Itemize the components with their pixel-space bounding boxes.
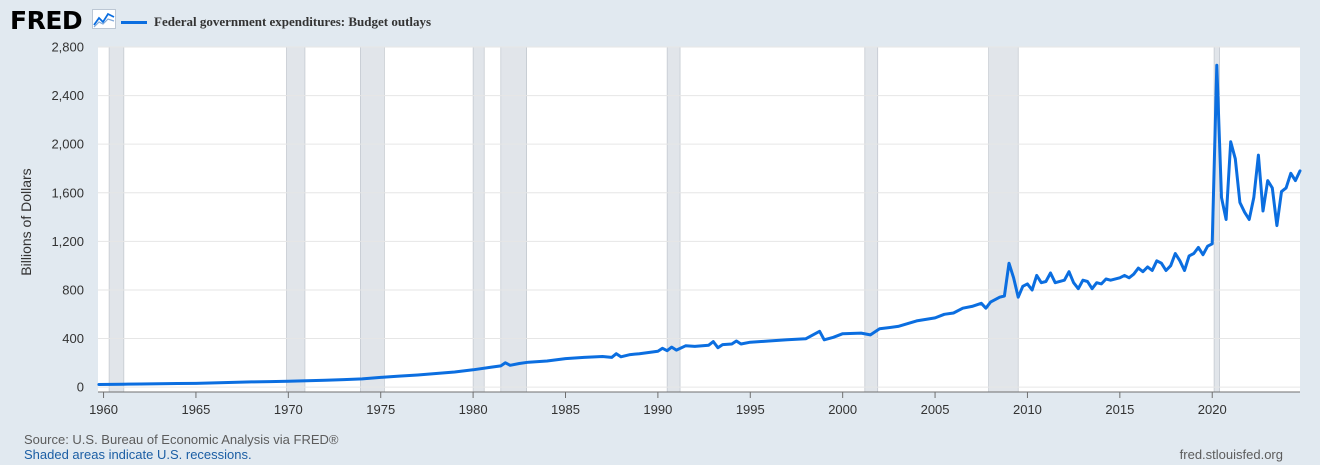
x-tick-label: 1960	[89, 402, 118, 417]
source-note: Source: U.S. Bureau of Economic Analysis…	[24, 432, 339, 447]
series-line[interactable]	[97, 63, 1302, 386]
x-tick-label: 1985	[551, 402, 580, 417]
x-tick-label: 2010	[1013, 402, 1042, 417]
axis-layer: 0 400 800 1,200 1,600 2,000 2,400 2,800 1960 1965…	[51, 40, 1300, 417]
x-tick-label: 2005	[921, 402, 950, 417]
recession-band	[864, 46, 879, 393]
y-tick-label: 0	[77, 380, 84, 395]
recession-band	[666, 46, 681, 393]
line-graph-icon	[92, 9, 116, 29]
recession-band	[360, 46, 385, 393]
line-chart: 0 400 800 1,200 1,600 2,000 2,400 2,800 1960 1965…	[18, 40, 1302, 417]
recession-bands	[108, 46, 1220, 393]
y-tick-label: 2,000	[51, 137, 84, 152]
y-tick-label: 2,800	[51, 40, 84, 55]
y-tick-label: 2,400	[51, 88, 84, 103]
y-tick-label: 1,200	[51, 234, 84, 249]
y-tick-label: 1,600	[51, 185, 84, 200]
chart-header: FRED Federal government expenditures: Bu…	[0, 0, 1320, 40]
x-tick-label: 1975	[366, 402, 395, 417]
x-tick-label: 1980	[459, 402, 488, 417]
x-tick-label: 1990	[643, 402, 672, 417]
recession-band	[988, 46, 1019, 393]
series-layer	[97, 63, 1302, 386]
recession-band	[286, 46, 306, 393]
site-url: fred.stlouisfed.org	[1179, 447, 1283, 462]
x-tick-label: 2015	[1105, 402, 1134, 417]
recession-band	[472, 46, 485, 393]
legend-label[interactable]: Federal government expenditures: Budget …	[154, 14, 432, 29]
x-tick-label: 1995	[736, 402, 765, 417]
y-axis-label: Billions of Dollars	[18, 168, 34, 275]
legend-swatch	[121, 21, 147, 24]
y-tick-label: 800	[62, 282, 84, 297]
x-tick-label: 2020	[1198, 402, 1227, 417]
plot-area	[98, 47, 1300, 392]
x-tick-label: 2000	[828, 402, 857, 417]
grid-lines	[98, 46, 1300, 388]
x-tick-label: 1965	[181, 402, 210, 417]
fred-logo[interactable]: FRED	[10, 6, 83, 35]
recession-band	[108, 46, 125, 393]
y-tick-label: 400	[62, 331, 84, 346]
recession-note-link[interactable]: Shaded areas indicate U.S. recessions.	[24, 447, 252, 462]
recession-band	[500, 46, 527, 393]
x-tick-label: 1970	[274, 402, 303, 417]
